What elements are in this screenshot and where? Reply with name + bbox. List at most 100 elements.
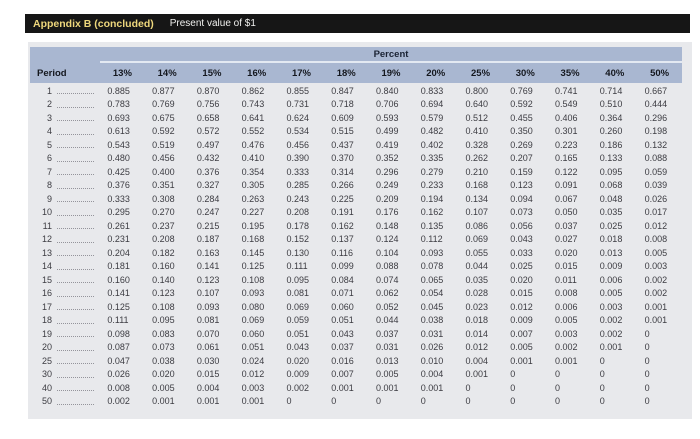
- pv-value: 0.261: [107, 220, 130, 231]
- pv-value: 0: [465, 396, 471, 407]
- leader-dots: [57, 396, 94, 405]
- pv-value: 0: [465, 382, 471, 393]
- column-header-18: 18%: [324, 68, 369, 79]
- pv-value: 0.482: [420, 126, 444, 137]
- period-column-spacer: [30, 47, 100, 63]
- leader-dots: [57, 355, 94, 365]
- pv-value: 0.390: [286, 153, 309, 164]
- pv-value-cell: 0.051: [324, 315, 369, 325]
- pv-value-cell: 0.456: [145, 153, 190, 163]
- pv-value: 0.499: [375, 126, 399, 137]
- leader-dots: [57, 261, 94, 270]
- period-label: 6: [46, 153, 52, 164]
- pv-value-cell: 0.009: [279, 369, 324, 379]
- leader-dots: [57, 139, 94, 149]
- period-cell: 13: [30, 247, 100, 258]
- pv-value-cell: 0.510: [592, 99, 637, 109]
- pv-value: 0.043: [510, 234, 533, 245]
- pv-value-cell: 0.308: [145, 194, 190, 204]
- pv-value: 0: [644, 369, 650, 380]
- pv-value: 0.031: [420, 328, 444, 339]
- pv-value: 0.047: [107, 355, 130, 366]
- pv-value-cell: 0.037: [324, 342, 369, 352]
- leader-dots: [57, 342, 94, 351]
- leader-dots: [57, 315, 94, 324]
- pv-value-cell: 0.005: [145, 383, 190, 393]
- pv-value: 0.020: [286, 355, 309, 366]
- pv-value: 0.044: [465, 261, 489, 272]
- pv-value-cell: 0.095: [592, 167, 637, 177]
- period-label: 40: [41, 382, 52, 393]
- pv-value-cell: 0.499: [369, 126, 414, 136]
- pv-value-cell: 0.001: [637, 302, 682, 312]
- pv-value: 0.743: [241, 99, 265, 110]
- pv-value-cell: 0.168: [234, 234, 279, 244]
- table-row: 8 0.376 0.351 0.327 0.305 0.285 0.266 0.249 0.23…: [30, 179, 682, 193]
- column-header-15: 15%: [190, 68, 235, 79]
- pv-value-cell: 0.093: [190, 302, 235, 312]
- pv-value-cell: 0.163: [190, 248, 235, 258]
- pv-value-cell: 0.071: [324, 288, 369, 298]
- pv-value-cell: 0.262: [458, 153, 503, 163]
- pv-value-cell: 0.444: [637, 99, 682, 109]
- pv-value-cell: 0.456: [279, 140, 324, 150]
- pv-value-cell: 0.160: [145, 261, 190, 271]
- pv-value: 0.208: [286, 207, 309, 218]
- pv-value: 0.182: [152, 247, 175, 258]
- pv-value: 0: [644, 382, 650, 393]
- pv-value: 0.014: [465, 328, 489, 339]
- pv-value-cell: 0.005: [637, 248, 682, 258]
- pv-value: 0.116: [331, 247, 354, 258]
- pv-value-cell: 0.087: [100, 342, 145, 352]
- pv-value-cell: 0.284: [190, 194, 235, 204]
- pv-value-cell: 0: [592, 356, 637, 366]
- pv-value-cell: 0.295: [100, 207, 145, 217]
- pv-value-cell: 0.020: [548, 248, 593, 258]
- pv-value: 0.741: [555, 85, 578, 96]
- percent-group-header: Percent: [100, 47, 682, 63]
- table-row: 6 0.480 0.456 0.432 0.410 0.390 0.370 0.352 0.33…: [30, 152, 682, 166]
- pv-value-cell: 0.001: [413, 383, 458, 393]
- period-cell: 2: [30, 99, 100, 110]
- pv-value-cell: 0.084: [324, 275, 369, 285]
- pv-value: 0.406: [555, 112, 578, 123]
- pv-value: 0.095: [599, 166, 623, 177]
- pv-value: 0.135: [420, 220, 444, 231]
- pv-value-cell: 0.107: [458, 207, 503, 217]
- pv-value: 0.178: [286, 220, 309, 231]
- period-cell: 14: [30, 261, 100, 272]
- pv-value-cell: 0.132: [637, 140, 682, 150]
- pv-value-cell: 0.455: [503, 113, 548, 123]
- pv-value-cell: 0.061: [190, 342, 235, 352]
- pv-value-cell: 0.769: [503, 86, 548, 96]
- period-cell: 1: [30, 85, 100, 96]
- column-header-label: 19%: [381, 67, 401, 79]
- pv-value-cell: 0.026: [413, 342, 458, 352]
- period-cell: 30: [30, 369, 100, 380]
- column-header-label: 16%: [247, 67, 267, 79]
- pv-value-cell: 0.104: [369, 248, 414, 258]
- pv-value: 0.051: [286, 328, 309, 339]
- pv-value-cell: 0.249: [369, 180, 414, 190]
- pv-value: 0.579: [420, 112, 444, 123]
- pv-value-cell: 0.020: [279, 356, 324, 366]
- pv-value-cell: 0.001: [637, 315, 682, 325]
- pv-value-cell: 0.010: [413, 356, 458, 366]
- pv-value-cell: 0: [592, 383, 637, 393]
- pv-value: 0.285: [286, 180, 309, 191]
- pv-value-cell: 0.070: [190, 329, 235, 339]
- pv-value: 0.061: [196, 342, 220, 353]
- pv-value-cell: 0.756: [190, 99, 235, 109]
- pv-value-cell: 0: [637, 396, 682, 406]
- pv-value-cell: 0.025: [503, 261, 548, 271]
- table-row: 5 0.543 0.519 0.497 0.476 0.456 0.437 0.419 0.40…: [30, 138, 682, 152]
- period-cell: 16: [30, 288, 100, 299]
- period-label: 15: [41, 274, 52, 285]
- leader-dots: [57, 85, 94, 95]
- period-cell: 7: [30, 166, 100, 177]
- pv-value: 0.162: [420, 207, 444, 218]
- pv-value: 0.855: [286, 85, 309, 96]
- pv-value-cell: 0.125: [100, 302, 145, 312]
- pv-value-cell: 0.006: [548, 302, 593, 312]
- pv-value: 0.001: [241, 396, 265, 407]
